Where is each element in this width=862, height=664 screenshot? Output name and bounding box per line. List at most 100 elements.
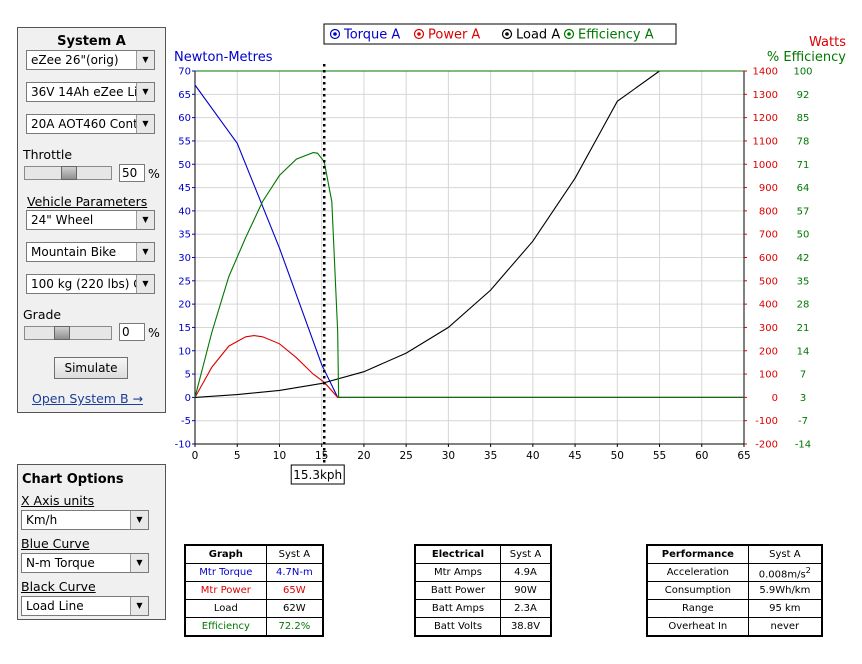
table-row: Mtr Amps 4.9A [414, 563, 552, 582]
chart-legend: Torque A Power A Load A Efficiency A [323, 23, 677, 45]
y-right2-axis-label: % Efficiency [767, 50, 846, 65]
x-tick-label: 65 [737, 450, 750, 462]
y-right1-tick-label: 200 [759, 346, 778, 357]
table-row: Efficiency 72.2% [184, 617, 324, 637]
legend-radio-dot-icon [567, 32, 571, 36]
x-axis-units-select[interactable]: Km/h ▼ [21, 510, 149, 530]
battery-select[interactable]: 36V 14Ah eZee Lil ▼ [26, 82, 155, 102]
y-right2-tick-label: -7 [798, 416, 808, 427]
chart-options-title: Chart Options [22, 472, 124, 487]
y-left-tick-label: 60 [178, 113, 191, 124]
electrical-value-cell: 90W [500, 581, 552, 600]
y-right1-tick-label: 1200 [753, 113, 778, 124]
throttle-input[interactable]: 50 [119, 164, 145, 182]
electrical-value-cell: 38.8V [500, 617, 552, 637]
speed-marker-box [290, 464, 345, 485]
table-row: Overheat In never [646, 617, 823, 637]
chevron-down-icon: ▼ [136, 243, 154, 261]
throttle-slider[interactable] [24, 166, 112, 180]
y-right2-tick-label: 14 [797, 346, 810, 357]
y-right1-tick-label: 400 [759, 300, 778, 311]
grade-percent-label: % [148, 325, 160, 340]
throttle-slider-thumb[interactable] [61, 166, 77, 180]
grade-input[interactable]: 0 [119, 323, 145, 341]
y-right1-tick-label: 700 [759, 230, 778, 241]
legend-radio-dot-icon [417, 32, 421, 36]
speed-marker-label: 15.3kph [293, 468, 342, 482]
table-row: Mtr Power 65W [184, 581, 324, 600]
y-right1-tick-label: 100 [759, 370, 778, 381]
x-tick-label: 35 [484, 450, 497, 462]
legend-item-label: Torque A [343, 28, 400, 43]
y-right2-tick-label: 64 [797, 183, 810, 194]
blue-curve-label: Blue Curve [21, 536, 90, 551]
y-right1-tick-label: 900 [759, 183, 778, 194]
y-right2-tick-label: 57 [797, 206, 810, 217]
x-tick-label: 30 [442, 450, 455, 462]
chevron-down-icon: ▼ [136, 211, 154, 229]
table-header-cell: Electrical [414, 544, 501, 564]
motor-select[interactable]: eZee 26"(orig) ▼ [26, 50, 155, 70]
performance-value-cell: never [747, 617, 823, 637]
table-row: Mtr Torque 4.7N-m [184, 563, 324, 582]
x-tick-label: 10 [273, 450, 286, 462]
system-a-title: System A [57, 34, 126, 49]
graph-value-cell: 62W [265, 599, 324, 618]
controller-select[interactable]: 20A AOT460 Cont ▼ [26, 114, 155, 134]
table-header-cell: Syst A [500, 544, 552, 564]
y-right1-axis-label: Watts [809, 35, 846, 50]
x-tick-label: 5 [234, 450, 241, 462]
grade-slider-thumb[interactable] [54, 326, 70, 340]
power-a-curve [194, 335, 744, 398]
chart-options-panel: Chart Options [17, 464, 166, 620]
table-header-cell: Graph [184, 544, 267, 564]
electrical-table: Electrical Syst A Mtr Amps 4.9A Batt Power 90… [414, 544, 552, 637]
y-right2-tick-label: -14 [795, 440, 811, 451]
y-left-tick-label: 35 [178, 230, 191, 241]
blue-curve-value: N-m Torque [26, 556, 95, 570]
y-right1-tick-label: 1300 [753, 90, 778, 101]
y-right2-tick-label: 92 [797, 90, 810, 101]
chevron-down-icon: ▼ [136, 275, 154, 293]
graph-label-cell: Efficiency [184, 617, 267, 637]
y-left-tick-label: -10 [175, 440, 191, 451]
y-right2-tick-label: 85 [797, 113, 810, 124]
y-left-tick-label: 0 [185, 393, 191, 404]
y-right2-tick-label: 42 [797, 253, 810, 264]
wheel-select[interactable]: 24" Wheel ▼ [26, 210, 155, 230]
black-curve-label: Black Curve [21, 579, 96, 594]
electrical-label-cell: Batt Amps [414, 599, 501, 618]
graph-label-cell: Mtr Power [184, 581, 267, 600]
y-right2-tick-label: 35 [797, 276, 810, 287]
wheel-select-value: 24" Wheel [31, 213, 94, 227]
y-right2-tick-label: 71 [797, 160, 810, 171]
table-row: Batt Volts 38.8V [414, 617, 552, 637]
x-tick-label: 50 [611, 450, 624, 462]
y-right1-tick-label: -100 [755, 416, 778, 427]
bike-type-select[interactable]: Mountain Bike ▼ [26, 242, 155, 262]
graph-value-cell: 72.2% [265, 617, 324, 637]
y-right1-tick-label: 1000 [753, 160, 778, 171]
chevron-down-icon: ▼ [130, 597, 148, 615]
electrical-value-cell: 2.3A [500, 599, 552, 618]
electrical-label-cell: Mtr Amps [414, 563, 501, 582]
legend-radio-dot-icon [505, 32, 509, 36]
simulate-button[interactable]: Simulate [54, 357, 128, 379]
speed-marker: 15.3kph [290, 64, 345, 485]
grade-label: Grade [23, 307, 62, 322]
blue-curve-select[interactable]: N-m Torque ▼ [21, 553, 149, 573]
y-right1-tick-label: 0 [772, 393, 778, 404]
table-row: Range 95 km [646, 599, 823, 618]
open-system-b-link[interactable]: Open System B → [32, 391, 143, 406]
black-curve-select[interactable]: Load Line ▼ [21, 596, 149, 616]
performance-value-cell: 5.9Wh/km [747, 581, 823, 600]
performance-label-cell: Acceleration [646, 563, 749, 582]
performance-label-cell: Consumption [646, 581, 749, 600]
bike-type-select-value: Mountain Bike [31, 245, 117, 259]
grade-slider[interactable] [24, 326, 112, 340]
y-left-tick-label: 30 [178, 253, 191, 264]
mass-select[interactable]: 100 kg (220 lbs) G ▼ [26, 274, 155, 294]
performance-label-cell: Range [646, 599, 749, 618]
y-left-tick-label: 5 [185, 370, 191, 381]
y-right1-tick-label: 800 [759, 206, 778, 217]
